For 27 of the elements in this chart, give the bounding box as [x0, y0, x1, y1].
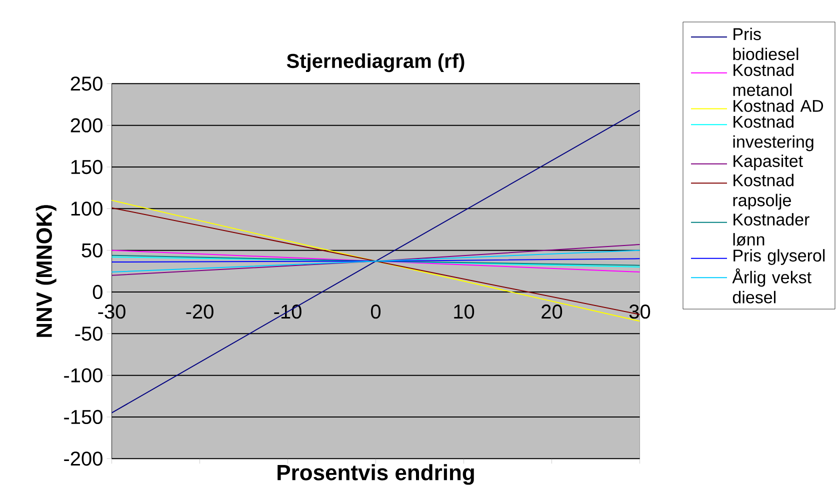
x-tick-label: 30	[629, 304, 650, 319]
legend-label: Kostnad rapsolje	[733, 174, 794, 210]
y-tick-label: 100	[71, 202, 102, 216]
y-tick-label: 200	[70, 118, 102, 132]
x-tick-label: 20	[542, 304, 562, 319]
y-tick-label: 50	[82, 243, 102, 258]
legend-label: Kostnader lønn	[733, 213, 810, 246]
legend-label: Kapasitet	[734, 154, 803, 170]
legend-label: Årlig vekst diesel	[732, 268, 812, 304]
y-tick-label: 250	[70, 76, 102, 91]
x-tick-label: -20	[186, 304, 214, 319]
legend-label: Kostnad metanol	[733, 64, 794, 96]
y-tick-label: -50	[75, 326, 102, 341]
legend-label: Pris glyserol	[734, 249, 825, 265]
x-tick-label: 10	[454, 304, 474, 319]
legend-label: Pris biodiesel	[733, 28, 798, 60]
y-axis-title: NNV (MNOK)	[36, 205, 56, 337]
legend-label: Kostnad investering	[733, 115, 814, 152]
x-tick-label: 0	[370, 304, 381, 319]
chart-title: Stjernediagram (rf)	[286, 53, 464, 72]
y-tick-label: 150	[71, 160, 102, 174]
y-tick-label: -150	[64, 410, 102, 424]
legend-label: Kostnad AD	[734, 99, 824, 112]
y-tick-label: 0	[92, 284, 102, 300]
y-tick-label: -100	[64, 368, 102, 382]
x-axis-title: Prosentvis endring	[278, 464, 474, 485]
y-tick-label: -200	[64, 452, 102, 466]
